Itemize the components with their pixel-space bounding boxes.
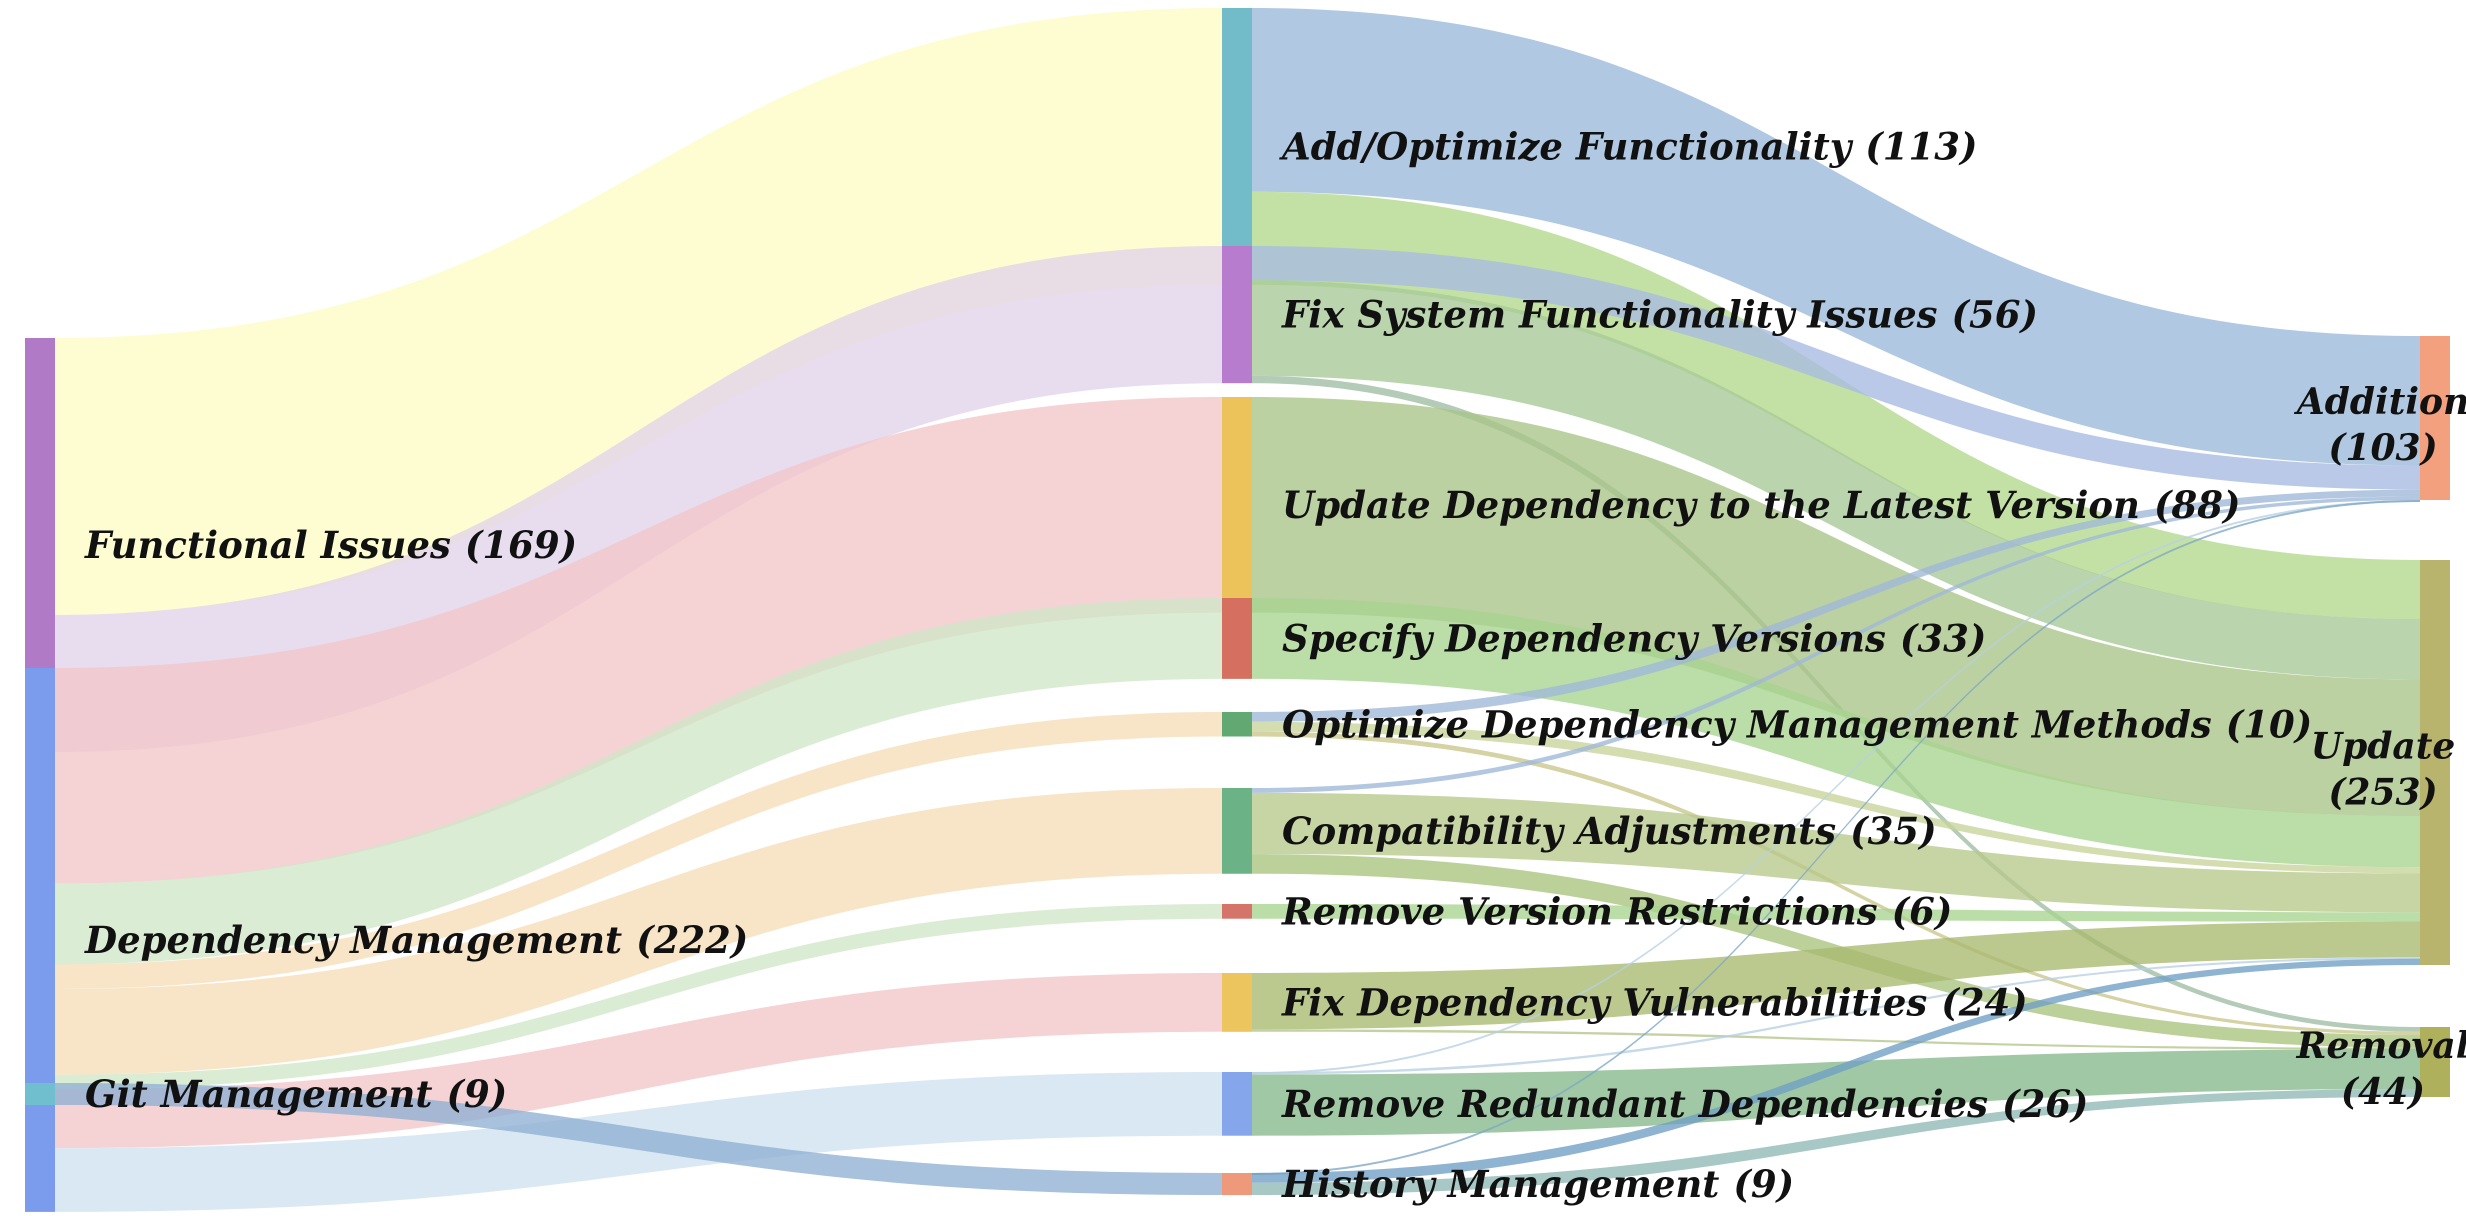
flow-dep-to-upd: [55, 397, 1222, 884]
node-fix-dependency-vulnerabilities: [1222, 973, 1252, 1032]
node-label-compatibility-adjustments: Compatibility Adjustments (35): [1282, 809, 1937, 853]
node-count: (33): [1900, 616, 1987, 660]
flow-optdep-to-up: [1252, 721, 2420, 874]
node-update: [2420, 560, 2450, 965]
node-name: Compatibility Adjustments: [1282, 809, 1836, 853]
flow-remred-to-rem: [1252, 1049, 2420, 1136]
flow-func-to-fixsys: [55, 246, 1222, 753]
flow-fixvul-to-rem: [1252, 1029, 2420, 1050]
node-label-dependency-management: Dependency Management (222): [84, 918, 748, 962]
flow-remred-to-add: [1252, 500, 2420, 1074]
node-addition: [2420, 336, 2450, 500]
flow-dep-to-spec: [55, 598, 1222, 965]
flow-func-to-addopt: [55, 8, 1222, 615]
node-label-update-dependency-to-the-latest-version: Update Dependency to the Latest Version (…: [1282, 483, 2240, 527]
node-remove-version-restrictions: [1222, 904, 1252, 919]
flow-addopt-to-add: [1252, 8, 2420, 466]
outcome-count: (103): [2328, 427, 2437, 469]
flow-hist-to-rem: [1252, 1089, 2420, 1196]
node-fix-system-functionality-issues: [1222, 246, 1252, 384]
node-label-fix-dependency-vulnerabilities: Fix Dependency Vulnerabilities (24): [1281, 980, 2028, 1024]
flow-compat-to-up: [1252, 792, 2420, 913]
node-name: History Management: [1281, 1162, 1719, 1206]
outcome-label: Addition: [2294, 381, 2466, 423]
node-count: (6): [1892, 889, 1953, 933]
node-count: (35): [1850, 809, 1937, 853]
flow-fixsys-to-up: [1252, 280, 2420, 680]
node-update-dependency-to-the-latest-version: [1222, 397, 1252, 613]
node-label-remove-version-restrictions: Remove Version Restrictions (6): [1281, 889, 1952, 933]
node-label-specify-dependency-versions: Specify Dependency Versions (33): [1282, 616, 1986, 660]
flow-dep-to-remver: [55, 904, 1222, 1090]
node-name: Git Management: [85, 1072, 433, 1116]
node-label-git-management: Git Management (9): [85, 1072, 507, 1116]
stage2-links: [1252, 8, 2420, 1196]
node-count: (222): [636, 918, 748, 962]
node-optimize-dependency-management-methods: [1222, 712, 1252, 737]
flow-fixvul-to-up: [1252, 921, 2420, 1030]
flow-optdep-to-add: [1252, 489, 2420, 722]
node-count: (113): [1865, 124, 1977, 168]
nodes: [25, 8, 2450, 1212]
labels: Functional Issues (169) Dependency Managem…: [84, 124, 2466, 1206]
node-count: (169): [465, 523, 577, 567]
node-name: Remove Version Restrictions: [1281, 889, 1878, 933]
node-count: (56): [1951, 293, 2038, 337]
node-count: (26): [2002, 1082, 2089, 1126]
flow-dep-to-compat: [55, 788, 1222, 1075]
outcome-label: Removal: [2296, 1025, 2466, 1067]
flow-git-to-hist: [55, 1083, 1222, 1196]
outcome-count: (44): [2341, 1071, 2425, 1113]
node-name: Optimize Dependency Management Methods: [1282, 702, 2212, 746]
node-name: Update Dependency to the Latest Version: [1282, 483, 2140, 527]
node-label-optimize-dependency-management-methods: Optimize Dependency Management Methods (1…: [1282, 702, 2312, 746]
node-label-history-management: History Management (9): [1281, 1162, 1794, 1206]
node-name: Functional Issues: [84, 523, 451, 567]
node-specify-dependency-versions: [1222, 598, 1252, 679]
outcome-label: Update: [2311, 726, 2456, 768]
flow-dep-to-optdep: [55, 712, 1222, 989]
node-count: (9): [447, 1072, 508, 1116]
node-label-functional-issues: Functional Issues (169): [84, 523, 577, 567]
flow-optdep-to-rem: [1252, 731, 2420, 1035]
node-count: (10): [2226, 702, 2313, 746]
node-dependency-management: [25, 668, 55, 1212]
node-git-management: [25, 1083, 55, 1106]
flow-remred-to-up: [1252, 957, 2420, 1075]
node-name: Specify Dependency Versions: [1282, 616, 1886, 660]
node-add-optimize-functionality: [1222, 8, 1252, 285]
node-count: (24): [1941, 980, 2028, 1024]
node-name: Remove Redundant Dependencies: [1281, 1082, 1988, 1126]
node-label-add-optimize-functionality: Add/Optimize Functionality (113): [1279, 124, 1977, 168]
node-label-fix-system-functionality-issues: Fix System Functionality Issues (56): [1281, 293, 2038, 337]
node-name: Fix Dependency Vulnerabilities: [1281, 980, 1927, 1024]
flow-spec-to-up: [1252, 598, 2420, 868]
flow-hist-to-add: [1252, 500, 2420, 1175]
flow-fixsys-to-add: [1252, 246, 2420, 490]
node-remove-redundant-dependencies: [1222, 1072, 1252, 1136]
node-history-management: [1222, 1173, 1252, 1196]
flow-compat-to-add: [1252, 496, 2420, 793]
flow-hist-to-up: [1252, 958, 2420, 1183]
flow-remver-to-up: [1252, 904, 2420, 922]
stage1-links: [55, 8, 1222, 1212]
node-name: Dependency Management: [84, 918, 622, 962]
node-count: (9): [1733, 1162, 1794, 1206]
node-compatibility-adjustments: [1222, 788, 1252, 874]
node-label-remove-redundant-dependencies: Remove Redundant Dependencies (26): [1281, 1082, 2088, 1126]
outcome-count: (253): [2328, 772, 2437, 814]
node-removal: [2420, 1027, 2450, 1097]
node-count: (88): [2154, 483, 2241, 527]
node-name: Fix System Functionality Issues: [1281, 293, 1938, 337]
node-name: Add/Optimize Functionality: [1279, 124, 1854, 168]
